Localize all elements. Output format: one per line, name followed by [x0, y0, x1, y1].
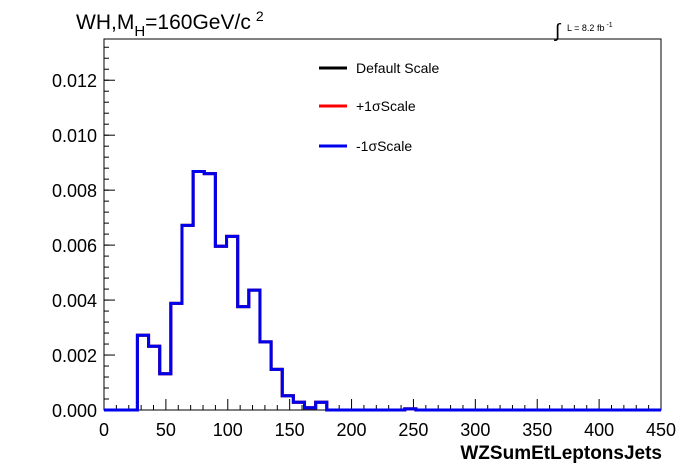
- x-tick-label: 300: [460, 420, 490, 440]
- x-tick-label: 100: [213, 420, 243, 440]
- x-tick-label: 0: [99, 420, 109, 440]
- legend: Default Scale +1σScale -1σScale: [319, 60, 439, 154]
- x-tick-label: 150: [275, 420, 305, 440]
- lumi-integral-symbol: ∫: [554, 21, 562, 42]
- lumi-label: L = 8.2 fb -1: [567, 22, 613, 33]
- y-tick-label: 0.012: [52, 71, 97, 91]
- axes: 0 50 100 150 200 250 300 350 400 450 0.000 0.002 0.0…: [52, 46, 676, 440]
- y-tick-label: 0.008: [52, 181, 97, 201]
- legend-label-minus-sigma: -1σScale: [356, 138, 412, 154]
- y-tick-label: 0.010: [52, 126, 97, 146]
- series-layer: [104, 169, 661, 412]
- y-tick-label: 0.004: [52, 291, 97, 311]
- x-tick-label: 450: [646, 420, 676, 440]
- x-tick-label: 250: [398, 420, 428, 440]
- x-tick-label: 350: [522, 420, 552, 440]
- y-tick-label: 0.006: [52, 236, 97, 256]
- legend-label-plus-sigma: +1σScale: [356, 98, 416, 114]
- x-tick-label: 400: [584, 420, 614, 440]
- y-tick-label: 0.000: [52, 401, 97, 421]
- chart-title: WH,MH=160GeV/c 2: [76, 8, 264, 40]
- x-tick-label: 50: [156, 420, 176, 440]
- y-tick-label: 0.002: [52, 346, 97, 366]
- x-axis-title: WZSumEtLeptonsJets: [460, 443, 662, 464]
- histogram-series-2: [104, 169, 661, 412]
- legend-label-default-scale: Default Scale: [356, 60, 439, 76]
- x-tick-label: 200: [337, 420, 367, 440]
